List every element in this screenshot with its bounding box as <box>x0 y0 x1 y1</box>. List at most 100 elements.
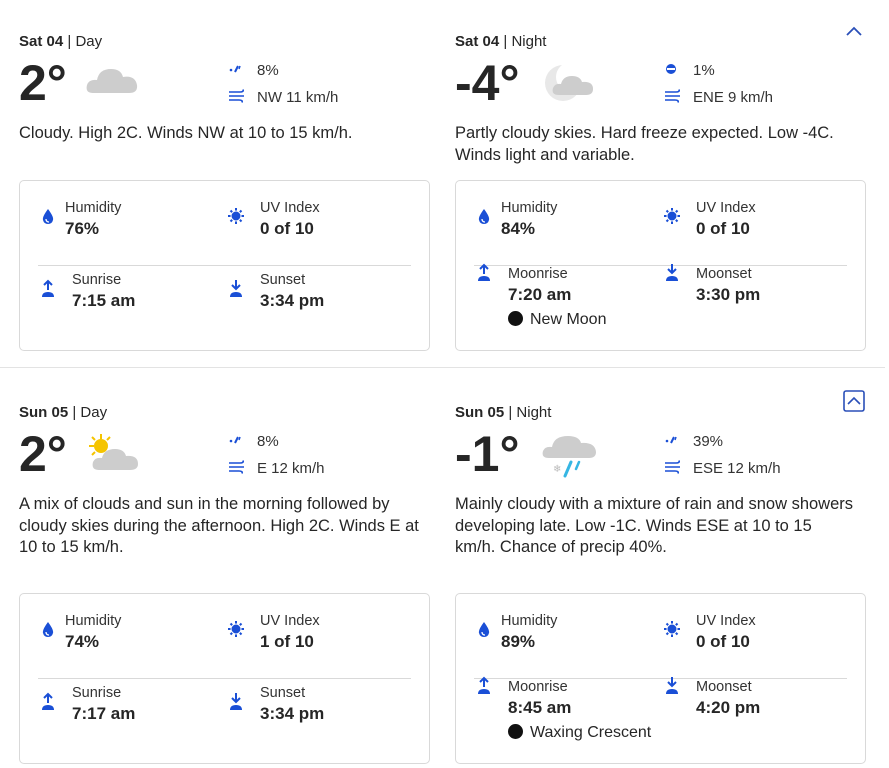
sunrise-value: 7:15 am <box>72 291 136 310</box>
temperature: -1° <box>455 426 520 482</box>
card-divider <box>474 678 847 679</box>
sunrise-value: 7:17 am <box>72 704 136 723</box>
temperature: 2° <box>19 426 67 482</box>
svg-text:❄: ❄ <box>553 464 561 475</box>
moonset-icon <box>663 676 679 696</box>
wind-icon <box>228 460 246 477</box>
day-label: Sun 05 <box>455 404 505 421</box>
moonrise-icon <box>475 263 491 283</box>
humidity-value: 89% <box>501 632 536 651</box>
wind-value: NW 11 km/h <box>257 89 339 106</box>
humidity-value: 74% <box>65 632 100 651</box>
collapse-button-sun[interactable] <box>843 390 865 412</box>
moonrise-label: Moonrise <box>508 266 568 282</box>
day-label: Sun 05 <box>19 404 69 421</box>
sunset-icon <box>227 692 243 712</box>
forecast-description: Partly cloudy skies. Hard freeze expecte… <box>455 124 834 164</box>
card-divider <box>38 265 411 266</box>
droplet-icon <box>477 620 493 640</box>
row-divider <box>0 367 885 368</box>
details-card: Humidity 74% UV Index 1 of 10 Sunrise 7:17 … <box>19 593 430 764</box>
sunrise-label: Sunrise <box>72 685 122 701</box>
uv-value: 1 of 10 <box>260 632 314 651</box>
moonset-value: 4:20 pm <box>696 698 761 717</box>
period-label: Night <box>516 404 552 421</box>
droplet-icon <box>41 207 57 227</box>
forecast-description: Cloudy. High 2C. Winds NW at 10 to 15 km… <box>19 124 353 142</box>
partly-cloudy-night-icon <box>541 61 597 110</box>
precip-value: 1% <box>693 62 715 79</box>
forecast-description: Mainly cloudy with a mixture of rain and… <box>455 495 854 556</box>
uv-label: UV Index <box>260 200 320 216</box>
sunset-label: Sunset <box>260 272 306 288</box>
partly-sunny-icon <box>85 432 141 481</box>
precip-value: 8% <box>257 433 279 450</box>
card-divider <box>38 678 411 679</box>
date-heading: Sun 05 | Night <box>455 404 552 421</box>
temperature: -4° <box>455 55 520 111</box>
precip-icon <box>228 62 246 79</box>
uv-value: 0 of 10 <box>696 632 750 651</box>
wind-icon <box>664 89 682 106</box>
moonrise-value: 7:20 am <box>508 285 572 304</box>
details-card: Humidity 89% UV Index 0 of 10 Moonrise 8:45… <box>455 593 866 764</box>
chevron-up-icon <box>843 390 865 412</box>
sunrise-icon <box>39 692 55 712</box>
day-label: Sat 04 <box>19 33 64 50</box>
moonset-icon <box>663 263 679 283</box>
moon-phase-label: New Moon <box>530 311 607 328</box>
precip-icon <box>664 433 682 450</box>
humidity-label: Humidity <box>65 613 122 629</box>
wind-value: ESE 12 km/h <box>693 460 781 477</box>
humidity-label: Humidity <box>501 613 558 629</box>
day-label: Sat 04 <box>455 33 500 50</box>
chevron-up-icon <box>846 26 862 36</box>
moon-phase: New Moon <box>508 311 606 329</box>
moon-phase-icon <box>508 311 523 326</box>
droplet-icon <box>41 620 57 640</box>
humidity-value: 76% <box>65 219 100 238</box>
moonset-label: Moonset <box>696 679 752 695</box>
sun-uv-icon <box>227 207 244 227</box>
card-divider <box>474 265 847 266</box>
uv-value: 0 of 10 <box>696 219 750 238</box>
cloudy-icon <box>85 61 141 102</box>
moonset-value: 3:30 pm <box>696 285 761 304</box>
sunrise-label: Sunrise <box>72 272 122 288</box>
wind-value: ENE 9 km/h <box>693 89 774 106</box>
uv-label: UV Index <box>696 200 756 216</box>
date-heading: Sat 04 | Day <box>19 33 103 50</box>
precip-value: 39% <box>693 433 724 450</box>
humidity-value: 84% <box>501 219 536 238</box>
temperature: 2° <box>19 55 67 111</box>
moon-phase-icon <box>508 724 523 739</box>
moonset-label: Moonset <box>696 266 752 282</box>
uv-value: 0 of 10 <box>260 219 314 238</box>
moon-phase: Waxing Crescent <box>508 724 651 742</box>
sunset-value: 3:34 pm <box>260 291 325 310</box>
date-heading: Sat 04 | Night <box>455 33 547 50</box>
sunrise-icon <box>39 279 55 299</box>
moon-precip-icon <box>664 62 682 79</box>
wind-icon <box>228 89 246 106</box>
collapse-button-sat[interactable] <box>843 21 865 43</box>
precip-icon <box>228 433 246 450</box>
period-label: Night <box>511 33 547 50</box>
moon-phase-label: Waxing Crescent <box>530 724 652 741</box>
humidity-label: Humidity <box>501 200 558 216</box>
moonrise-icon <box>475 676 491 696</box>
sunset-label: Sunset <box>260 685 306 701</box>
rain-snow-icon: ❄ <box>541 432 601 487</box>
sun-uv-icon <box>663 620 680 640</box>
moonrise-label: Moonrise <box>508 679 568 695</box>
date-heading: Sun 05 | Day <box>19 404 108 421</box>
moonrise-value: 8:45 am <box>508 698 572 717</box>
period-label: Day <box>75 33 103 50</box>
sun-uv-icon <box>227 620 244 640</box>
droplet-icon <box>477 207 493 227</box>
period-label: Day <box>80 404 108 421</box>
details-card: Humidity 84% UV Index 0 of 10 Moonrise 7:20… <box>455 180 866 351</box>
sunset-value: 3:34 pm <box>260 704 325 723</box>
sun-uv-icon <box>663 207 680 227</box>
uv-label: UV Index <box>260 613 320 629</box>
